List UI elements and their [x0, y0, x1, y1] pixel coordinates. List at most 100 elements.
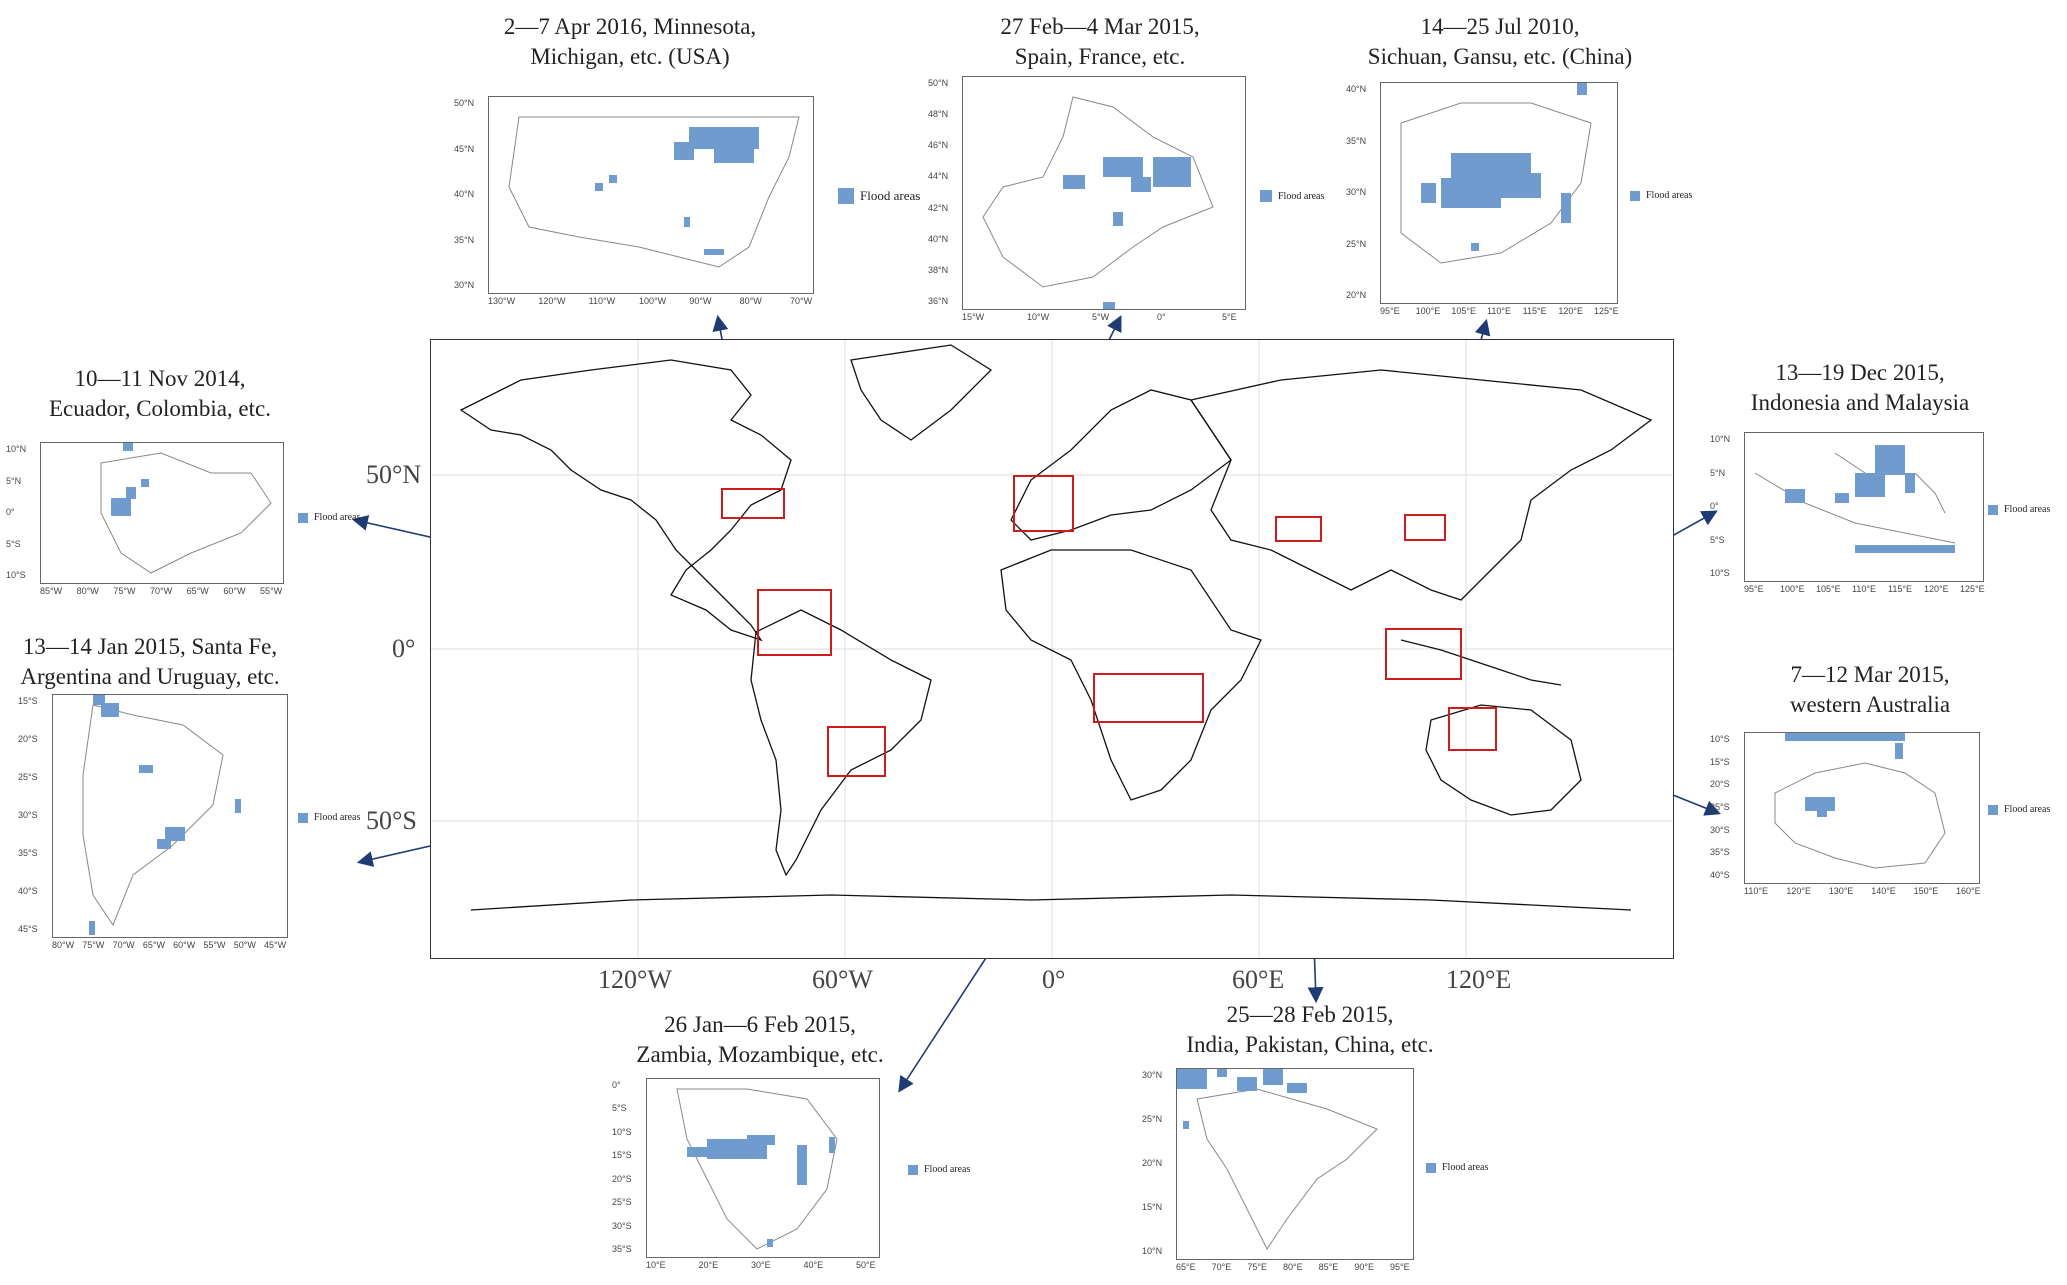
- inset-zambia-x-tick: 40°E: [803, 1260, 824, 1270]
- inset-china-graphic: [1400, 83, 1592, 264]
- inset-argentina-y-tick: 15°S: [18, 696, 38, 706]
- inset-map-australia: [1744, 732, 1980, 884]
- inset-usa-y-tick: 35°N: [454, 234, 475, 245]
- inset-spain-y-tick: 38°N: [928, 264, 949, 275]
- inset-india-y-tick: 10°N: [1142, 1246, 1163, 1256]
- lon-label-120e: 120°E: [1446, 965, 1512, 994]
- caption-india-line2: India, Pakistan, China, etc.: [1186, 1032, 1434, 1057]
- continent-antarctica: [470, 894, 1632, 911]
- inset-argentina-x-tick: 80°W: [52, 940, 75, 950]
- inset-india-graphic: [1177, 1069, 1378, 1250]
- inset-china-x-tick: 100°E: [1415, 306, 1441, 316]
- highlight-box-zambia: [1093, 673, 1204, 723]
- continent-africa: [1000, 549, 1262, 801]
- caption-zambia: 26 Jan—6 Feb 2015, Zambia, Mozambique, e…: [620, 1010, 900, 1070]
- inset-china-x-tick: 120°E: [1558, 306, 1583, 316]
- inset-usa-y-tick: 50°N: [454, 98, 475, 108]
- inset-argentina-x-tick: 50°W: [233, 940, 256, 950]
- inset-indonesia-graphic: [1754, 445, 1956, 553]
- inset-ecuador-y-tick: 10°N: [6, 444, 27, 454]
- caption-china: 14—25 Jul 2010, Sichuan, Gansu, etc. (Ch…: [1350, 12, 1650, 72]
- inset-zambia-x-tick: 30°E: [751, 1260, 771, 1270]
- inset-spain-y-tick: 46°N: [928, 140, 949, 151]
- inset-china-y-tick: 20°N: [1346, 290, 1367, 300]
- inset-map-argentina: [52, 694, 288, 938]
- legend-label-spain: Flood areas: [1278, 190, 1325, 202]
- inset-zambia-x-tick: 10°E: [646, 1260, 666, 1270]
- caption-usa: 2—7 Apr 2016, Minnesota, Michigan, etc. …: [480, 12, 780, 72]
- inset-india-x-tick: 85°E: [1318, 1262, 1339, 1272]
- inset-indonesia-x-tick: 125°E: [1960, 584, 1985, 594]
- caption-spain-line1: 27 Feb—4 Mar 2015,: [1000, 14, 1200, 39]
- inset-usa-x-tick: 70°W: [790, 296, 813, 306]
- caption-australia-line1: 7—12 Mar 2015,: [1790, 662, 1950, 687]
- legend-swatch-usa: [838, 188, 854, 204]
- continent-greenland: [850, 344, 993, 441]
- inset-indonesia-y-tick: 10°N: [1710, 434, 1731, 444]
- inset-argentina-y-tick: 30°S: [18, 810, 38, 820]
- inset-india-x-tick: 90°E: [1354, 1262, 1374, 1272]
- inset-zambia-y-tick: 25°S: [612, 1197, 632, 1208]
- inset-ecuador-graphic: [100, 443, 272, 574]
- inset-indonesia-y-tick: 0°: [1710, 501, 1719, 511]
- caption-usa-line1: 2—7 Apr 2016, Minnesota,: [503, 14, 757, 39]
- legend-argentina: Flood areas: [298, 812, 360, 823]
- inset-spain-x-tick: 15°W: [962, 312, 985, 322]
- legend-swatch-indonesia: [1988, 504, 1998, 515]
- inset-india-x-tick: 65°E: [1176, 1262, 1196, 1272]
- inset-india-y-tick: 25°N: [1142, 1114, 1163, 1124]
- legend-label-usa: Flood areas: [860, 188, 921, 203]
- caption-china-line1: 14—25 Jul 2010,: [1420, 14, 1580, 39]
- world-map-graticule: [431, 340, 1673, 958]
- caption-zambia-line2: Zambia, Mozambique, etc.: [636, 1042, 884, 1067]
- legend-swatch-ecuador: [298, 512, 308, 523]
- highlight-box-china: [1404, 514, 1446, 541]
- legend-label-ecuador: Flood areas: [314, 512, 361, 523]
- inset-zambia-x-tick: 50°E: [856, 1260, 876, 1270]
- inset-china-x-tick: 110°E: [1487, 306, 1511, 316]
- inset-spain-x-tick: 5°E: [1222, 312, 1237, 322]
- inset-ecuador-y-tick: 5°N: [6, 475, 22, 486]
- highlight-box-india: [1275, 516, 1322, 542]
- highlight-box-usa: [721, 488, 785, 519]
- inset-spain-y-tick: 50°N: [928, 78, 949, 88]
- inset-zambia-graphic: [676, 1088, 838, 1250]
- inset-indonesia-x-tick: 110°E: [1852, 584, 1876, 594]
- inset-indonesia-x-tick: 120°E: [1924, 584, 1949, 594]
- caption-ecuador: 10—11 Nov 2014, Ecuador, Colombia, etc.: [30, 364, 290, 424]
- inset-usa-y-tick: 45°N: [454, 143, 475, 154]
- inset-map-zambia: [646, 1078, 880, 1258]
- inset-ecuador-y-tick: 5°S: [6, 538, 21, 549]
- inset-indonesia-y-tick: 5°N: [1710, 467, 1726, 478]
- inset-spain-y-tick: 44°N: [928, 171, 949, 182]
- inset-indonesia-x-tick: 100°E: [1780, 584, 1805, 594]
- inset-ecuador-y-tick: 0°: [6, 507, 15, 517]
- caption-indonesia: 13—19 Dec 2015, Indonesia and Malaysia: [1740, 358, 1980, 418]
- inset-australia-x-tick: 160°E: [1956, 886, 1981, 896]
- caption-china-line2: Sichuan, Gansu, etc. (China): [1367, 44, 1633, 69]
- inset-map-spain: [962, 76, 1246, 310]
- inset-ecuador-x-tick: 60°W: [223, 586, 246, 596]
- caption-australia-line2: western Australia: [1789, 692, 1951, 717]
- inset-zambia-y-tick: 20°S: [612, 1173, 632, 1184]
- legend-zambia: Flood areas: [908, 1164, 970, 1175]
- inset-argentina-x-tick: 45°W: [264, 940, 287, 950]
- inset-australia-y-tick: 35°S: [1710, 847, 1730, 858]
- inset-zambia-x-tick: 20°E: [698, 1260, 719, 1270]
- islands-indonesia: [1400, 639, 1562, 686]
- inset-china-x-tick: 105°E: [1451, 306, 1476, 316]
- legend-swatch-zambia: [908, 1164, 918, 1175]
- inset-india-x-tick: 70°E: [1211, 1262, 1232, 1272]
- legend-usa: Flood areas: [838, 188, 920, 204]
- inset-argentina-y-tick: 40°S: [18, 886, 38, 896]
- inset-usa-y-tick: 40°N: [454, 189, 475, 199]
- inset-map-india: [1176, 1068, 1414, 1260]
- caption-indonesia-line2: Indonesia and Malaysia: [1750, 390, 1970, 415]
- lat-label-50s: 50°S: [366, 806, 417, 835]
- inset-australia-x-tick: 130°E: [1828, 886, 1854, 896]
- inset-spain-x-tick: 10°W: [1027, 312, 1050, 322]
- caption-ecuador-line1: 10—11 Nov 2014,: [74, 366, 246, 391]
- inset-china-y-tick: 25°N: [1346, 238, 1367, 249]
- inset-zambia-y-tick: 10°S: [612, 1126, 632, 1137]
- legend-label-india: Flood areas: [1442, 1162, 1489, 1173]
